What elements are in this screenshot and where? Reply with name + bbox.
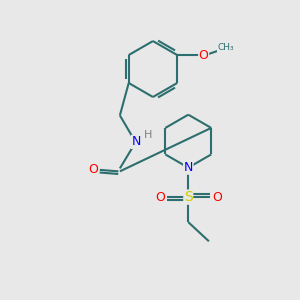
Text: H: H [144,130,152,140]
Text: O: O [212,190,222,204]
Text: S: S [184,190,193,204]
Text: CH₃: CH₃ [218,43,234,52]
Text: O: O [199,49,208,62]
Text: N: N [131,135,141,148]
Text: O: O [88,164,98,176]
Text: N: N [184,161,193,174]
Text: O: O [155,190,165,204]
